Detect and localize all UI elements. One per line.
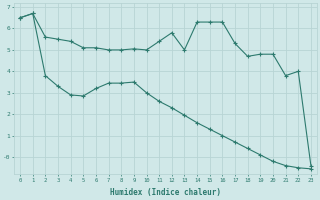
X-axis label: Humidex (Indice chaleur): Humidex (Indice chaleur) (110, 188, 221, 197)
